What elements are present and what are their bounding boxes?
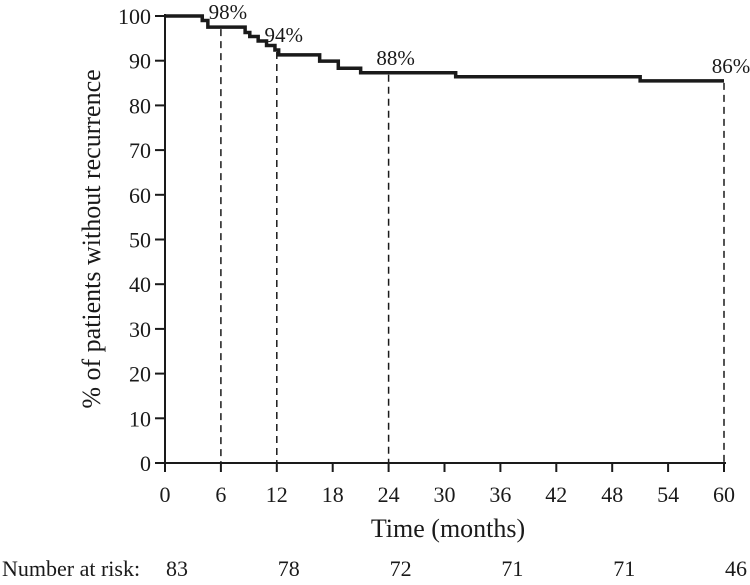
number-at-risk-label: Number at risk: xyxy=(2,556,140,581)
km-survival-curve xyxy=(165,14,724,83)
annotation-86pct: 86% xyxy=(712,54,750,78)
risk-count-0mo: 83 xyxy=(166,556,188,581)
x-tick-label-54: 54 xyxy=(657,482,679,507)
x-tick-label-6: 6 xyxy=(215,482,226,507)
annotation-88pct: 88% xyxy=(376,46,415,70)
risk-count-36mo: 71 xyxy=(501,556,523,581)
risk-count-24mo: 72 xyxy=(390,556,412,581)
risk-count-48mo: 71 xyxy=(613,556,635,581)
x-tick-label-42: 42 xyxy=(545,482,567,507)
y-tick-label-70: 70 xyxy=(129,138,151,163)
risk-count-12mo: 78 xyxy=(278,556,300,581)
chart-generated-layer: 0 10 20 30 40 50 60 70 80 90 100 0 6 12 18 24 30 36 42 48 54… xyxy=(118,0,750,581)
x-tick-label-0: 0 xyxy=(160,482,171,507)
x-tick-label-48: 48 xyxy=(601,482,623,507)
y-tick-label-10: 10 xyxy=(129,406,151,431)
y-tick-label-0: 0 xyxy=(140,451,151,476)
x-tick-label-24: 24 xyxy=(378,482,400,507)
y-tick-label-80: 80 xyxy=(129,93,151,118)
x-tick-label-36: 36 xyxy=(489,482,511,507)
y-tick-label-20: 20 xyxy=(129,362,151,387)
y-tick-label-60: 60 xyxy=(129,183,151,208)
y-tick-label-100: 100 xyxy=(118,4,151,29)
x-tick-label-12: 12 xyxy=(266,482,288,507)
x-axis-title: Time (months) xyxy=(371,514,525,543)
y-tick-label-50: 50 xyxy=(129,228,151,253)
y-tick-label-90: 90 xyxy=(129,49,151,74)
y-tick-label-40: 40 xyxy=(129,272,151,297)
risk-count-60mo: 46 xyxy=(725,556,747,581)
y-tick-label-30: 30 xyxy=(129,317,151,342)
x-tick-label-60: 60 xyxy=(713,482,735,507)
y-axis-title: % of patients without recurrence xyxy=(77,69,106,408)
annotation-94pct: 94% xyxy=(265,23,304,47)
annotation-98pct: 98% xyxy=(209,0,248,24)
x-tick-label-30: 30 xyxy=(434,482,456,507)
x-tick-label-18: 18 xyxy=(322,482,344,507)
